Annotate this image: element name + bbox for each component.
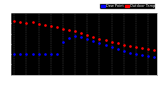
Legend: Dew Point, Outdoor Temp: Dew Point, Outdoor Temp bbox=[100, 4, 156, 9]
